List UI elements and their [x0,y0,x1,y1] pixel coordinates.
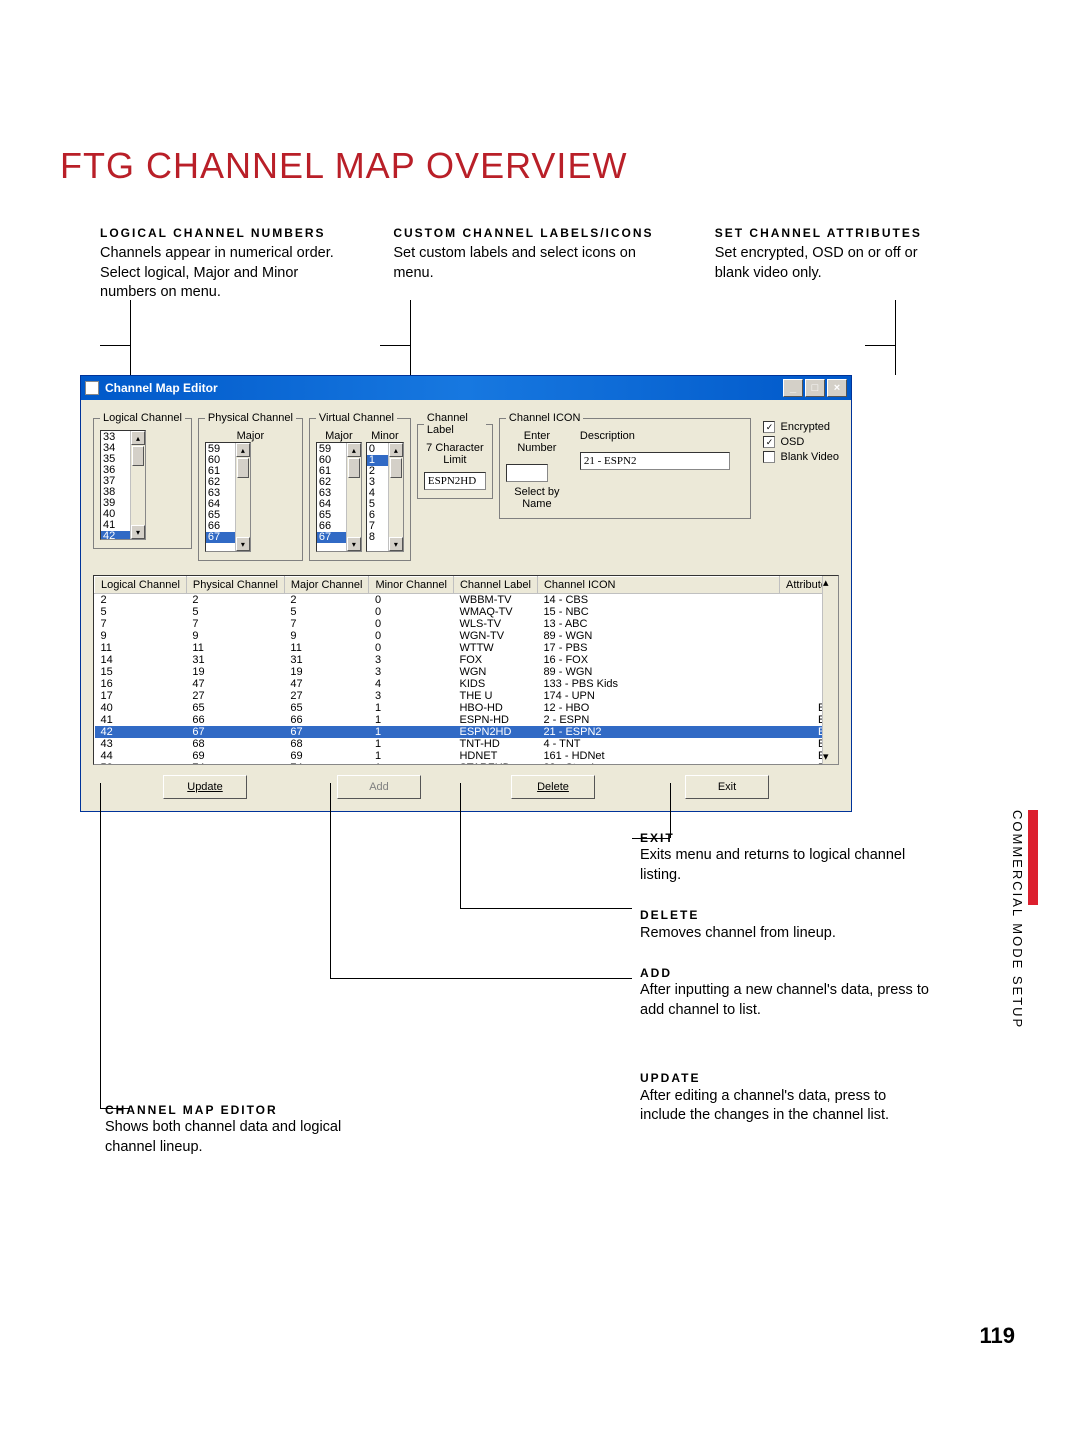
blank-video-label: Blank Video [780,451,839,463]
encrypted-checkbox[interactable]: ✓Encrypted [763,421,839,433]
delete-button[interactable]: Delete [511,775,595,799]
callout-logical: LOGICAL CHANNEL NUMBERS Channels appear … [100,225,343,303]
callout-add: ADD After inputting a new channel's data… [640,965,930,1020]
app-icon [85,381,99,395]
add-button[interactable]: Add [337,775,421,799]
connector-line [410,300,411,375]
callout-text: Channels appear in numerical order. Sele… [100,244,343,303]
virtual-major-listbox[interactable]: 596061626364656667▴▾ [316,442,362,552]
connector-line [460,908,632,909]
page-title: FTG CHANNEL MAP OVERVIEW [60,145,627,187]
callout-labels: CUSTOM CHANNEL LABELS/ICONS Set custom l… [393,225,664,303]
physical-major-listbox[interactable]: 596061626364656667▴▾ [205,442,251,552]
attribute-checkbox-group: ✓Encrypted ✓OSD Blank Video [757,412,839,466]
physical-channel-group: Physical Channel Major 59606162636465666… [198,412,303,561]
callout-exit: EXIT Exits menu and returns to logical c… [640,830,930,885]
callout-title: SET CHANNEL ATTRIBUTES [715,225,930,241]
connector-line [330,783,331,978]
logical-channel-group: Logical Channel 33343536373839404142▴▾ [93,412,192,549]
connector-line [865,345,895,346]
callout-attrs: SET CHANNEL ATTRIBUTES Set encrypted, OS… [715,225,930,303]
osd-checkbox[interactable]: ✓OSD [763,436,839,448]
label-major: Major [316,430,362,442]
group-label: Physical Channel [205,412,296,424]
section-label: COMMERCIAL MODE SETUP [1010,810,1025,1029]
callout-delete: DELETE Removes channel from lineup. [640,907,930,943]
connector-line [380,345,410,346]
icon-description-input[interactable] [580,452,730,470]
connector-line [130,300,131,375]
minimize-button[interactable]: _ [783,379,803,397]
label-minor: Minor [366,430,404,442]
virtual-minor-listbox[interactable]: 012345678▴▾ [366,442,404,552]
section-tab [1028,810,1038,905]
exit-button[interactable]: Exit [685,775,769,799]
connector-line [100,345,130,346]
connector-line [895,300,896,375]
close-button[interactable]: × [827,379,847,397]
channel-label-input[interactable] [424,472,486,490]
connector-line [100,783,101,1108]
window-title: Channel Map Editor [105,381,783,395]
logical-listbox[interactable]: 33343536373839404142▴▾ [100,430,146,540]
update-button[interactable]: Update [163,775,247,799]
maximize-button[interactable]: □ [805,379,825,397]
enter-number-label: Enter Number [506,430,568,454]
description-label: Description [580,430,730,442]
encrypted-label: Encrypted [780,421,830,433]
callout-title: CUSTOM CHANNEL LABELS/ICONS [393,225,664,241]
group-label: Virtual Channel [316,412,397,424]
callout-text: Set custom labels and select icons on me… [393,244,664,283]
group-label: Channel ICON [506,412,584,424]
callout-text: Set encrypted, OSD on or off or blank vi… [715,244,930,283]
label-major: Major [205,430,296,442]
osd-label: OSD [780,436,804,448]
page-number: 119 [980,1323,1016,1349]
select-by-name-label: Select by Name [506,486,568,510]
virtual-channel-group: Virtual Channel Major 596061626364656667… [309,412,411,561]
titlebar[interactable]: Channel Map Editor _ □ × [81,376,851,400]
callout-title: LOGICAL CHANNEL NUMBERS [100,225,343,241]
channel-label-group: Channel Label 7 Character Limit [417,412,493,499]
channel-icon-group: Channel ICON Enter Number Select by Name… [499,412,752,519]
connector-line [330,978,632,979]
connector-line [460,783,461,908]
char-limit-label: 7 Character Limit [424,442,486,466]
icon-number-input[interactable] [506,464,548,482]
channel-table[interactable]: Logical ChannelPhysical ChannelMajor Cha… [93,575,839,765]
group-label: Channel Label [424,412,486,436]
group-label: Logical Channel [100,412,185,424]
channel-map-editor-window: Channel Map Editor _ □ × Logical Channel… [80,375,852,812]
callout-update: UPDATE After editing a channel's data, p… [640,1070,930,1125]
callout-editor: CHANNEL MAP EDITOR Shows both channel da… [105,1102,355,1157]
blank-video-checkbox[interactable]: Blank Video [763,451,839,463]
